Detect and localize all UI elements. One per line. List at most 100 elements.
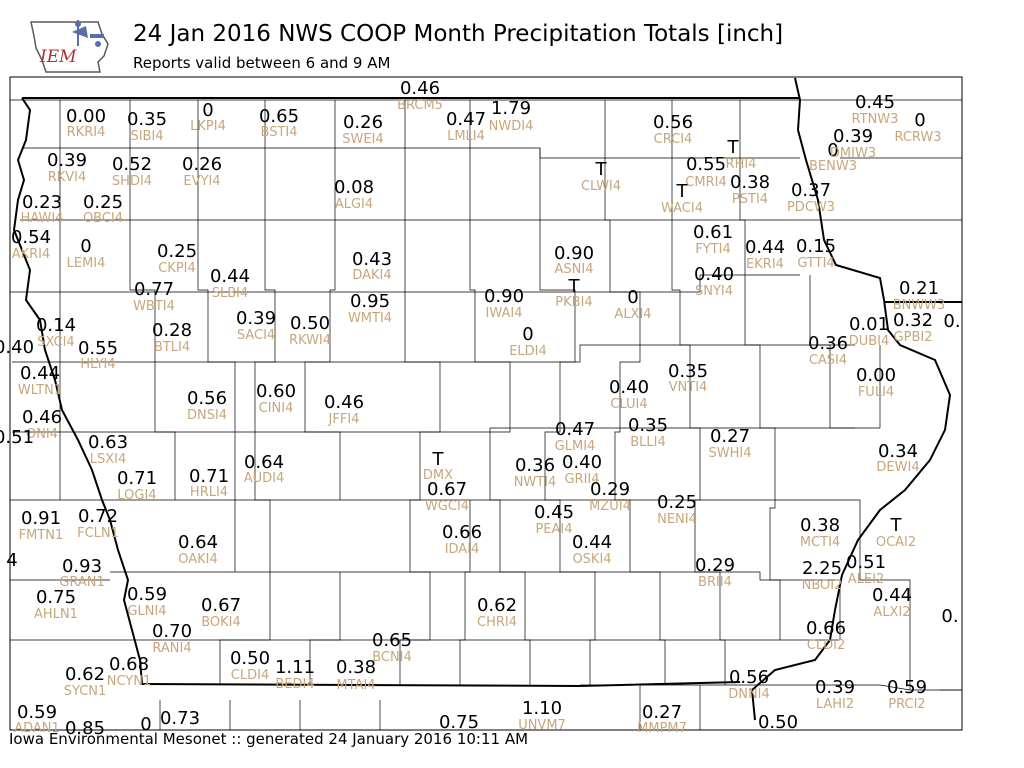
station-id-label: IDAI4 bbox=[445, 542, 480, 557]
station-precip-value: 1.79 bbox=[491, 98, 531, 119]
station-precip-value: 0.50 bbox=[290, 313, 330, 334]
station-precip-value: 0.45 bbox=[855, 92, 895, 113]
station-id-label: AHLN1 bbox=[34, 607, 78, 622]
station-id-label: OAKI4 bbox=[178, 552, 218, 567]
station-precip-value: 0.39 bbox=[815, 677, 855, 698]
station-id-label: DEWI4 bbox=[876, 460, 919, 475]
station-precip-value: 0.72 bbox=[78, 506, 118, 527]
station-precip-value: 0.47 bbox=[555, 419, 595, 440]
station-precip-value: 0.47 bbox=[446, 109, 486, 130]
station-precip-value: 0.50 bbox=[230, 648, 270, 669]
station-id-label: MZUI4 bbox=[589, 499, 631, 514]
station-precip-value: 0.39 bbox=[47, 150, 87, 171]
station-id-label: DNSI4 bbox=[187, 408, 227, 423]
station-precip-value: 0.15 bbox=[796, 236, 836, 257]
station-precip-value: T bbox=[568, 276, 581, 297]
station-precip-value: 1.10 bbox=[522, 698, 562, 719]
iowa-missouri-border bbox=[139, 681, 741, 688]
station-id-label: SWHI4 bbox=[709, 446, 752, 461]
station-id-label: CLDI2 bbox=[807, 638, 845, 653]
edge-precip-value: 0.75 bbox=[439, 712, 479, 733]
station-precip-value: 0.46 bbox=[22, 407, 62, 428]
station-precip-value: T bbox=[595, 159, 608, 180]
station-id-label: OBCI4 bbox=[83, 211, 123, 226]
station-precip-value: 0.71 bbox=[189, 466, 229, 487]
station-id-label: ALXI2 bbox=[873, 605, 910, 620]
station-precip-value: 0 bbox=[202, 100, 213, 121]
station-precip-value: 0.27 bbox=[710, 426, 750, 447]
station-precip-value: 0.59 bbox=[127, 584, 167, 605]
station-precip-value: 0.01 bbox=[849, 314, 889, 335]
station-precip-value: 0.67 bbox=[201, 595, 241, 616]
station-id-label: MTAI4 bbox=[336, 678, 375, 693]
station-id-label: CMRI4 bbox=[685, 175, 726, 190]
iem-logo: IEM bbox=[28, 16, 112, 76]
station-id-label: PKBI4 bbox=[555, 295, 592, 310]
station-id-label: DMX bbox=[423, 468, 453, 483]
station-id-label: GRAN1 bbox=[59, 575, 104, 590]
station-precip-value: 0 bbox=[914, 110, 925, 131]
station-precip-value: 0.29 bbox=[695, 555, 735, 576]
station-id-label: MMPM7 bbox=[637, 721, 687, 736]
station-precip-value: 0.65 bbox=[259, 106, 299, 127]
station-precip-value: 0 bbox=[522, 324, 533, 345]
station-id-label: CLDI4 bbox=[231, 668, 269, 683]
station-id-label: RHI4 bbox=[726, 157, 757, 172]
station-precip-value: 0.75 bbox=[36, 587, 76, 608]
station-precip-value: 0.71 bbox=[117, 468, 157, 489]
station-precip-value: 1.11 bbox=[275, 657, 315, 678]
station-id-label: ASNI4 bbox=[555, 262, 594, 277]
station-id-label: BLLI4 bbox=[630, 435, 666, 450]
edge-precip-value: 4 bbox=[6, 550, 17, 571]
station-id-label: WACI4 bbox=[661, 201, 703, 216]
station-precip-value: 0.32 bbox=[893, 310, 933, 331]
station-precip-value: 0.37 bbox=[791, 180, 831, 201]
station-precip-value: T bbox=[890, 515, 903, 536]
iowa-outline-icon bbox=[30, 21, 109, 73]
station-precip-value: 0.63 bbox=[88, 432, 128, 453]
station-precip-value: 0.36 bbox=[515, 455, 555, 476]
station-id-label: WLTN1 bbox=[18, 383, 62, 398]
station-precip-value: 0.44 bbox=[745, 237, 785, 258]
station-precip-value: 0.52 bbox=[112, 154, 152, 175]
station-id-label: SHDI4 bbox=[112, 174, 152, 189]
station-id-label: BRCM5 bbox=[397, 98, 443, 113]
station-id-label: CLUI4 bbox=[610, 397, 647, 412]
station-id-label: CHRI4 bbox=[477, 615, 517, 630]
edge-precip-value: 0.50 bbox=[758, 712, 798, 733]
station-precip-value: 0.68 bbox=[109, 654, 149, 675]
station-id-label: GPBI2 bbox=[894, 330, 933, 345]
station-id-label: NWDI4 bbox=[489, 119, 534, 134]
station-id-label: MCTI4 bbox=[800, 535, 840, 550]
station-id-label: CKPI4 bbox=[158, 261, 196, 276]
station-id-label: AUDI4 bbox=[244, 471, 285, 486]
station-precip-value: 0.56 bbox=[653, 112, 693, 133]
